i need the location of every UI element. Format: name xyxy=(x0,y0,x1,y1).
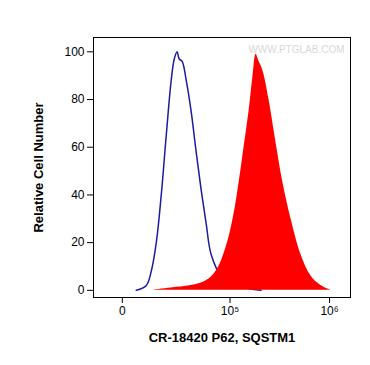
svg-text:0: 0 xyxy=(78,283,85,297)
svg-text:10⁶: 10⁶ xyxy=(320,304,338,318)
svg-text:80: 80 xyxy=(71,92,85,106)
svg-text:WWW.PTGLAB.COM: WWW.PTGLAB.COM xyxy=(248,44,344,55)
svg-text:40: 40 xyxy=(71,188,85,202)
svg-text:100: 100 xyxy=(64,45,84,59)
svg-text:20: 20 xyxy=(71,235,85,249)
svg-text:Relative Cell Number: Relative Cell Number xyxy=(31,102,46,232)
svg-text:60: 60 xyxy=(71,140,85,154)
svg-text:CR-18420 P62, SQSTM1: CR-18420 P62, SQSTM1 xyxy=(149,330,296,345)
svg-text:10⁵: 10⁵ xyxy=(221,304,239,318)
svg-text:0: 0 xyxy=(119,304,126,318)
